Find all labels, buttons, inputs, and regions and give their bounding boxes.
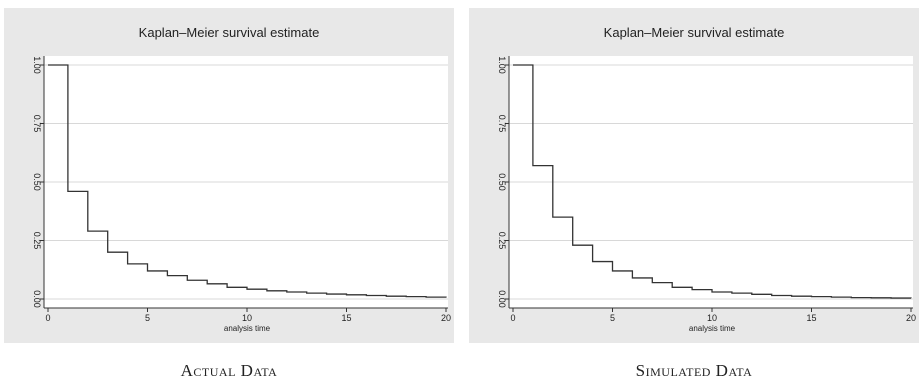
- chart-title: Kaplan–Meier survival estimate: [604, 25, 785, 40]
- x-tick-label-4: 20: [906, 313, 916, 323]
- y-tick-label-1: 0.25: [497, 232, 507, 250]
- caption-actual-data: Actual Data: [180, 361, 278, 380]
- x-tick-label-0: 0: [45, 313, 50, 323]
- chart-simulated: Kaplan–Meier survival estimate 0.00 0.25 0.…: [497, 25, 916, 333]
- y-tick-label-0: 0.00: [497, 290, 507, 308]
- caption-simulated-data: Simulated Data: [635, 361, 753, 380]
- chart-actual: Kaplan–Meier survival estimate 0.00 0.25 0.…: [32, 25, 451, 333]
- x-tick-label-1: 5: [145, 313, 150, 323]
- x-axis-label: analysis time: [689, 324, 736, 333]
- x-tick-label-3: 15: [341, 313, 351, 323]
- y-tick-label-3: 0.75: [32, 115, 42, 133]
- x-axis-label: analysis time: [224, 324, 271, 333]
- x-tick-label-3: 15: [806, 313, 816, 323]
- y-tick-label-4: 1.00: [497, 56, 507, 74]
- y-tick-label-2: 0.50: [32, 173, 42, 191]
- x-tick-label-0: 0: [510, 313, 515, 323]
- survival-step-line: [48, 64, 447, 298]
- y-tick-label-1: 0.25: [32, 232, 42, 250]
- chart-panel-simulated: Kaplan–Meier survival estimate 0.00 0.25 0.…: [469, 8, 919, 343]
- x-tick-label-2: 10: [707, 313, 717, 323]
- x-tick-label-1: 5: [610, 313, 615, 323]
- y-tick-label-2: 0.50: [497, 173, 507, 191]
- x-tick-label-2: 10: [242, 313, 252, 323]
- chart-panel-actual: Kaplan–Meier survival estimate 0.00 0.25 0.…: [4, 8, 454, 343]
- x-tick-label-4: 20: [441, 313, 451, 323]
- survival-step-line: [513, 64, 912, 299]
- y-tick-label-4: 1.00: [32, 56, 42, 74]
- y-tick-label-0: 0.00: [32, 290, 42, 308]
- y-tick-label-3: 0.75: [497, 115, 507, 133]
- chart-title: Kaplan–Meier survival estimate: [139, 25, 320, 40]
